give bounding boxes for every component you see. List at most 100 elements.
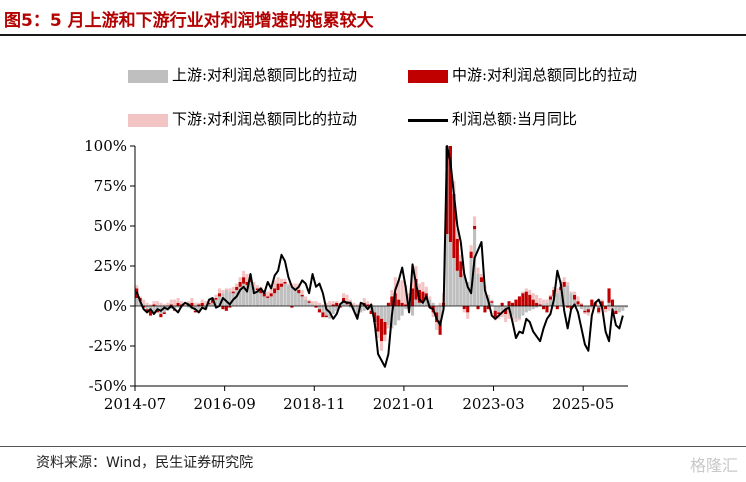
bar-midstream [321, 312, 325, 318]
bar-downstream [186, 301, 190, 305]
bar-downstream [410, 272, 415, 289]
bar-upstream [521, 306, 525, 316]
bar-midstream [493, 310, 497, 318]
bar-upstream [528, 306, 532, 311]
bar-midstream [535, 302, 539, 306]
bar-upstream [562, 286, 566, 306]
bar-upstream [331, 306, 335, 314]
bar-downstream [169, 299, 173, 305]
bar-downstream [462, 309, 466, 313]
bar-midstream [393, 293, 397, 306]
bar-midstream [614, 310, 618, 314]
bar-downstream [328, 301, 332, 306]
bar-upstream [479, 282, 484, 306]
bar-upstream [238, 286, 242, 306]
bar-downstream [190, 298, 194, 303]
bar-downstream [490, 299, 494, 302]
bar-midstream [476, 306, 480, 310]
bar-downstream [576, 296, 580, 302]
bar-downstream [438, 302, 442, 306]
bar-midstream [604, 306, 608, 310]
bar-upstream [145, 306, 149, 310]
bar-midstream [290, 306, 294, 308]
bar-midstream [155, 310, 159, 313]
bar-upstream [545, 302, 549, 306]
bar-downstream [221, 290, 225, 294]
bar-midstream [452, 194, 456, 258]
x-tick-label: 2025-05 [552, 395, 614, 413]
bar-midstream [610, 299, 615, 306]
bar-midstream [279, 283, 284, 287]
bar-downstream [383, 334, 387, 342]
bar-midstream [190, 302, 194, 306]
source-note: 资料来源：Wind，民生证券研究院 [36, 455, 254, 471]
bar-downstream [524, 288, 528, 292]
bar-downstream [148, 304, 153, 306]
bar-upstream [290, 286, 294, 306]
bar-downstream [431, 312, 435, 318]
bar-downstream [183, 304, 187, 306]
bar-downstream [566, 282, 570, 286]
bar-downstream [583, 312, 587, 314]
bar-downstream [355, 304, 359, 306]
bar-downstream [555, 288, 559, 294]
bar-downstream [366, 301, 370, 305]
bar-downstream [300, 290, 304, 295]
bar-upstream [514, 306, 518, 319]
bar-upstream [621, 306, 625, 311]
bar-midstream [586, 309, 590, 313]
bar-downstream [424, 286, 428, 294]
bar-upstream [262, 296, 266, 306]
bar-downstream [604, 309, 608, 313]
y-tick-label: 100% [84, 137, 127, 155]
axes-group: -50% -25% 0% 25% 50% 75% 100% 2014-07 2016-09 201… [84, 137, 628, 413]
bar-midstream [455, 238, 459, 271]
bar-upstream [462, 274, 466, 306]
bar-upstream [531, 306, 535, 310]
x-tick-label: 2021-01 [373, 395, 435, 413]
bar-upstream [293, 290, 297, 306]
bar-downstream [342, 293, 346, 298]
bar-upstream [248, 282, 253, 306]
bar-upstream [483, 290, 487, 306]
bar-downstream [400, 280, 404, 303]
bar-downstream [386, 325, 390, 329]
bar-downstream [417, 283, 421, 290]
bar-downstream [455, 229, 459, 239]
bar-downstream [414, 266, 418, 279]
bar-upstream [197, 306, 201, 313]
legend-line-total [408, 118, 448, 122]
bar-upstream [466, 282, 470, 306]
bar-upstream [379, 306, 384, 319]
bar-upstream [342, 302, 346, 306]
bar-upstream [307, 302, 311, 306]
bar-downstream [162, 304, 166, 306]
bar-upstream [283, 283, 287, 306]
bar-midstream [221, 306, 225, 310]
bar-midstream [235, 286, 239, 290]
bar-downstream [486, 294, 490, 298]
bar-midstream [266, 296, 270, 298]
bar-upstream [569, 293, 573, 306]
bar-downstream [321, 304, 325, 306]
bar-downstream [597, 312, 601, 314]
bar-midstream [145, 309, 149, 313]
bar-upstream [624, 306, 628, 308]
line-group [135, 145, 624, 368]
bar-upstream [276, 290, 280, 306]
bar-upstream [573, 299, 577, 306]
bars-group [135, 146, 628, 351]
bar-downstream [269, 286, 273, 294]
bar-downstream [573, 291, 577, 295]
bar-midstream [317, 309, 321, 313]
bar-upstream [417, 302, 421, 306]
bar-upstream [242, 283, 246, 306]
bar-downstream [155, 301, 159, 306]
bar-downstream [242, 270, 246, 278]
bar-upstream [217, 296, 222, 306]
bar-midstream [273, 288, 277, 294]
legend-swatch-midstream [408, 69, 448, 83]
bar-upstream [362, 306, 366, 311]
bar-upstream [214, 299, 218, 306]
bar-midstream [545, 306, 549, 313]
